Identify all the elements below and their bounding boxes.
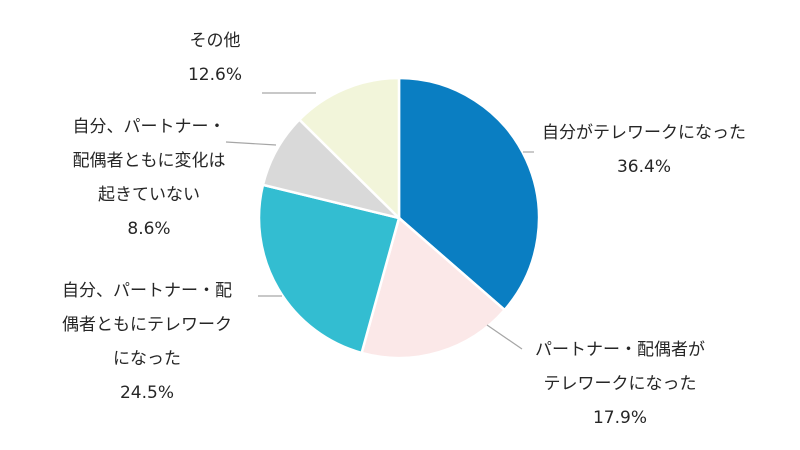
- slice-label-2-line-1: 偶者ともにテレワーク: [62, 315, 232, 335]
- slice-label-2-line-2: になった: [113, 349, 181, 369]
- slice-label-4-line-0: その他: [190, 31, 241, 51]
- slice-label-1-line-0: パートナー・配偶者が: [535, 340, 705, 360]
- slice-label-0-line-0: 自分がテレワークになった: [542, 123, 746, 143]
- slice-value-label-3: 8.6%: [127, 219, 170, 239]
- slice-label-3-line-0: 自分、パートナー・: [73, 117, 226, 137]
- slice-label-3-line-2: 起きていない: [98, 185, 200, 205]
- pie-slice-0: [397, 76, 541, 312]
- slice-value-label-1: 17.9%: [593, 408, 647, 428]
- slices-layer: [257, 76, 541, 360]
- slice-value-label-0: 36.4%: [617, 157, 671, 177]
- pie-slice-4: [297, 76, 401, 221]
- slice-value-label-4: 12.6%: [188, 65, 242, 85]
- leader-lines-layer: [225, 92, 534, 350]
- slice-label-1-line-1: テレワークになった: [544, 374, 697, 394]
- leader-line-3: [225, 141, 277, 146]
- pie-slice-1: [360, 215, 507, 360]
- leader-line-1: [486, 324, 523, 350]
- slice-value-label-2: 24.5%: [120, 383, 174, 403]
- pie-slice-2: [257, 183, 401, 355]
- slice-label-3-line-1: 配偶者ともに変化は: [73, 151, 226, 171]
- slice-label-2-line-0: 自分、パートナー・配: [62, 281, 232, 301]
